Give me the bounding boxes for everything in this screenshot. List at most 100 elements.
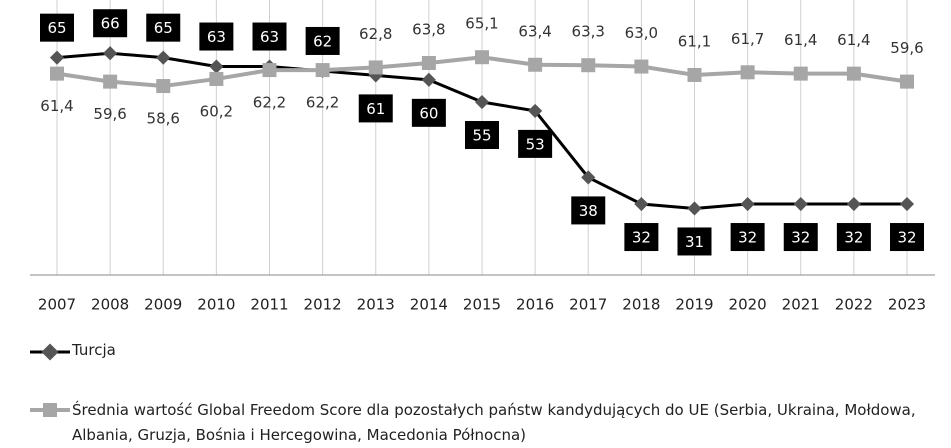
data-label-box xyxy=(93,9,128,38)
data-label: 66 xyxy=(101,15,120,33)
data-label: 60 xyxy=(419,104,438,122)
legend-item: Turcja xyxy=(30,341,116,363)
legend-label: Turcja xyxy=(72,341,116,359)
marker xyxy=(209,71,224,86)
data-label-box xyxy=(305,26,340,55)
marker xyxy=(475,50,489,65)
x-tick-label: 2010 xyxy=(197,296,235,314)
x-tick-label: 2017 xyxy=(569,296,607,314)
data-label: 62,8 xyxy=(359,25,392,43)
marker xyxy=(740,196,755,212)
x-tick-label: 2023 xyxy=(888,296,926,314)
marker xyxy=(846,196,861,212)
data-label: 32 xyxy=(791,229,810,247)
data-label-box xyxy=(571,196,606,225)
data-label: 63,8 xyxy=(412,20,445,38)
legend-swatch xyxy=(30,343,70,361)
data-label: 32 xyxy=(897,229,916,247)
data-label: 61,1 xyxy=(678,32,711,50)
x-tick-label: 2016 xyxy=(516,296,554,314)
x-tick-label: 2013 xyxy=(357,296,395,314)
x-tick-label: 2009 xyxy=(144,296,182,314)
marker xyxy=(103,74,118,89)
data-label-box xyxy=(624,223,659,252)
marker xyxy=(687,67,702,82)
marker xyxy=(421,72,436,87)
data-label-box xyxy=(465,121,499,150)
data-label: 63 xyxy=(207,28,226,46)
marker xyxy=(368,60,383,75)
data-label-box xyxy=(890,223,924,252)
data-label: 61,4 xyxy=(784,31,817,49)
data-label-box xyxy=(730,223,765,252)
data-label: 65 xyxy=(154,19,173,37)
marker xyxy=(634,59,649,74)
data-label-box xyxy=(518,129,553,158)
marker xyxy=(793,196,808,212)
data-label: 59,6 xyxy=(93,105,126,123)
data-label: 61,4 xyxy=(40,97,73,115)
data-label: 55 xyxy=(472,127,491,145)
marker xyxy=(528,103,543,118)
data-label-box xyxy=(358,94,393,123)
marker xyxy=(846,66,861,81)
legend-swatch xyxy=(30,403,70,417)
data-label-box xyxy=(40,13,74,42)
x-tick-label: 2018 xyxy=(622,296,660,314)
data-label: 61,7 xyxy=(731,30,764,48)
x-tick-label: 2012 xyxy=(304,296,342,314)
x-tick-label: 2019 xyxy=(675,296,713,314)
data-label: 62 xyxy=(313,32,332,50)
data-label: 38 xyxy=(579,202,598,220)
chart: 2007 2008 2009 2010 2011 2012 2013 2014 2015 2016… xyxy=(30,0,935,314)
data-label-box xyxy=(411,98,446,127)
marker xyxy=(740,65,755,80)
data-label: 53 xyxy=(526,135,545,153)
marker xyxy=(156,50,171,65)
x-tick-label: 2014 xyxy=(410,296,448,314)
x-tick-label: 2022 xyxy=(835,296,873,314)
data-label-box xyxy=(252,22,287,51)
data-label-box xyxy=(199,22,234,51)
data-label: 65 xyxy=(47,19,66,37)
data-label: 59,6 xyxy=(890,39,923,57)
data-label: 63,0 xyxy=(625,24,658,42)
marker xyxy=(634,196,649,212)
data-label-box xyxy=(146,13,181,42)
x-tick-label: 2015 xyxy=(463,296,501,314)
marker xyxy=(687,201,702,216)
marker xyxy=(793,66,808,81)
data-label: 60,2 xyxy=(200,102,233,120)
data-label-box xyxy=(836,223,871,252)
marker xyxy=(49,50,65,65)
marker xyxy=(900,74,914,89)
x-tick-label: 2011 xyxy=(250,296,288,314)
x-tick-label: 2007 xyxy=(38,296,76,314)
data-label: 61 xyxy=(366,100,385,118)
data-label: 62,2 xyxy=(253,94,286,112)
marker xyxy=(899,196,915,212)
x-tick-label: 2021 xyxy=(782,296,820,314)
data-label: 62,2 xyxy=(306,94,339,112)
marker xyxy=(156,79,171,94)
data-label: 31 xyxy=(685,233,704,251)
x-tick-label: 2020 xyxy=(729,296,767,314)
marker xyxy=(528,57,543,72)
data-label: 65,1 xyxy=(465,15,498,33)
data-label: 63,3 xyxy=(572,23,605,41)
marker xyxy=(315,63,330,78)
data-label-box xyxy=(677,227,712,256)
data-label: 58,6 xyxy=(147,110,180,128)
marker xyxy=(262,63,277,78)
marker xyxy=(421,55,436,70)
data-label: 32 xyxy=(632,229,651,247)
data-label: 63,4 xyxy=(518,22,551,40)
data-label: 63 xyxy=(260,28,279,46)
marker xyxy=(581,170,596,185)
data-label-box xyxy=(783,223,818,252)
legend-item: Średnia wartość Global Freedom Score dla… xyxy=(30,398,950,448)
marker xyxy=(474,94,490,110)
data-label: 61,4 xyxy=(837,31,870,49)
marker xyxy=(103,46,118,61)
